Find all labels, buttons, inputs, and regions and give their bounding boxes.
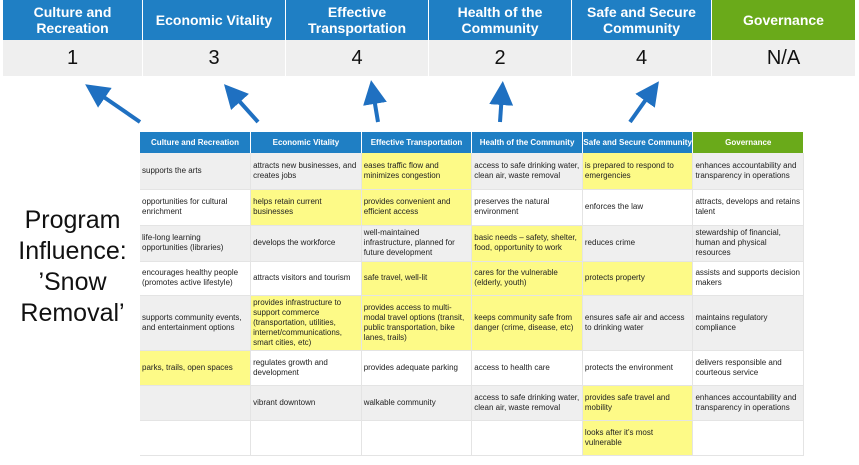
table-cell [250,420,362,456]
table-row: opportunities for cultural enrichment hel… [140,189,805,226]
table-cell: encourages healthy people (promotes acti… [140,261,252,296]
table-cell: parks, trails, open spaces [140,350,252,386]
table-row: looks after it's most vulnerable [140,420,805,456]
summary-header-economic: Economic Vitality [143,0,286,40]
table-cell: enforces the law [582,189,694,226]
table-cell: helps retain current businesses [250,189,362,226]
table-cell: enhances accountability and transparency… [692,153,805,190]
table-cell: vibrant downtown [250,385,362,421]
table-cell: attracts new businesses, and creates job… [250,153,362,190]
program-influence-label: Program Influence: ’Snow Removal’ [18,206,127,327]
summary-header-transportation: Effective Transportation [286,0,429,40]
table-cell: safe travel, well-lit [361,261,473,296]
table-cell: develops the workforce [250,225,362,262]
table-cell: opportunities for cultural enrichment [140,189,252,226]
table-row: vibrant downtown walkable community access… [140,385,805,421]
table-row: supports community events, and entertain… [140,295,805,351]
score-health: 2 [429,40,572,76]
summary-header-health: Health of the Community [429,0,572,40]
table-cell: access to safe drinking water, clean air… [471,385,583,421]
table-row: encourages healthy people (promotes acti… [140,261,805,296]
table-cell [140,420,252,456]
table-cell: well-maintained infrastructure, planned … [361,225,473,262]
table-header: Governance [692,132,805,153]
table-header: Effective Transportation [361,132,473,153]
table-cell: enhances accountability and transparency… [692,385,805,421]
table-cell: assists and supports decision makers [692,261,805,296]
table-header: Health of the Community [471,132,583,153]
table-cell: protects the environment [582,350,694,386]
table-cell [140,385,252,421]
table-cell: access to health care [471,350,583,386]
table-row: supports the arts attracts new businesses… [140,153,805,190]
table-row: life-long learning opportunities (librar… [140,225,805,262]
table-cell: stewardship of financial, human and phys… [692,225,805,262]
table-cell: provides convenient and efficient access [361,189,473,226]
table-cell: provides access to multi-modal travel op… [361,295,473,351]
table-cell: maintains regulatory compliance [692,295,805,351]
summary-scores: Culture and Recreation Economic Vitality… [3,0,856,76]
table-cell: reduces crime [582,225,694,262]
score-governance: N/A [712,40,856,76]
arrow-culture [85,84,142,124]
table-cell: life-long learning opportunities (librar… [140,225,252,262]
table-row: parks, trails, open spaces regulates grow… [140,350,805,386]
table-cell: provides infrastructure to support comme… [250,295,362,351]
table-header: Economic Vitality [250,132,362,153]
table-cell [471,420,583,456]
table-cell: looks after it's most vulnerable [582,420,694,456]
score-safe: 4 [572,40,712,76]
table-cell: provides safe travel and mobility [582,385,694,421]
table-cell: preserves the natural environment [471,189,583,226]
summary-header-culture: Culture and Recreation [3,0,143,40]
table-cell: cares for the vulnerable (elderly, youth… [471,261,583,296]
arrow-transportation [363,80,387,123]
influence-table: Culture and Recreation Economic Vitality E… [140,132,805,456]
arrow-health [489,81,514,123]
table-cell [692,420,805,456]
table-cell: access to safe drinking water, clean air… [471,153,583,190]
table-cell: provides adequate parking [361,350,473,386]
table-header: Safe and Secure Community [582,132,694,153]
arrow-economic [223,84,260,124]
score-transportation: 4 [286,40,429,76]
table-cell: supports community events, and entertain… [140,295,252,351]
summary-header-governance: Governance [712,0,856,40]
table-cell: supports the arts [140,153,252,190]
table-cell: walkable community [361,385,473,421]
table-cell [361,420,473,456]
table-cell: basic needs – safety, shelter, food, opp… [471,225,583,262]
table-cell: is prepared to respond to emergencies [582,153,694,190]
table-cell: protects property [582,261,694,296]
table-cell: attracts visitors and tourism [250,261,362,296]
table-cell: delivers responsible and courteous servi… [692,350,805,386]
table-cell: ensures safe air and access to drinking … [582,295,694,351]
score-economic: 3 [143,40,286,76]
table-cell: regulates growth and development [250,350,362,386]
table-header: Culture and Recreation [140,132,252,153]
table-cell: eases traffic flow and minimizes congest… [361,153,473,190]
arrow-safe [628,81,659,124]
table-cell: keeps community safe from danger (crime,… [471,295,583,351]
score-culture: 1 [3,40,143,76]
summary-header-safe: Safe and Secure Community [572,0,712,40]
table-cell: attracts, develops and retains talent [692,189,805,226]
